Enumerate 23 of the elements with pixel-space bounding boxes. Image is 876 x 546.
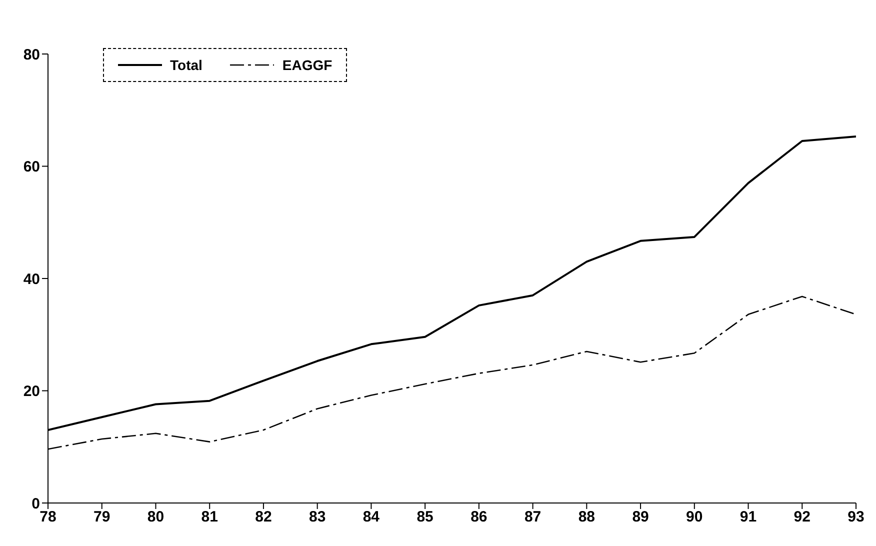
x-tick-label: 93: [848, 508, 864, 526]
x-tick-label: 89: [632, 508, 649, 526]
x-tick-label: 85: [416, 508, 434, 526]
y-tick-label: 40: [23, 270, 40, 288]
y-tick-label: 80: [23, 46, 40, 64]
legend-label: Total: [170, 57, 202, 73]
x-tick-label: 82: [255, 508, 272, 526]
x-tick-label: 80: [147, 508, 164, 526]
x-tick-label: 81: [201, 508, 218, 526]
y-tick-label: 0: [32, 495, 40, 512]
x-tick-label: 84: [362, 508, 380, 526]
x-tick-label: 83: [308, 508, 326, 526]
x-tick-label: 90: [686, 508, 703, 526]
x-tick-label: 78: [40, 508, 56, 526]
x-tick-label: 87: [524, 508, 542, 526]
x-tick-label: 79: [94, 508, 110, 526]
x-tick-label: 91: [740, 508, 757, 526]
y-tick-label: 20: [23, 383, 40, 400]
x-tick-label: 86: [470, 508, 488, 526]
x-tick-label: 92: [794, 508, 810, 526]
y-tick-label: 60: [23, 158, 40, 176]
legend-label: EAGGF: [282, 57, 332, 73]
x-tick-label: 88: [578, 508, 596, 526]
